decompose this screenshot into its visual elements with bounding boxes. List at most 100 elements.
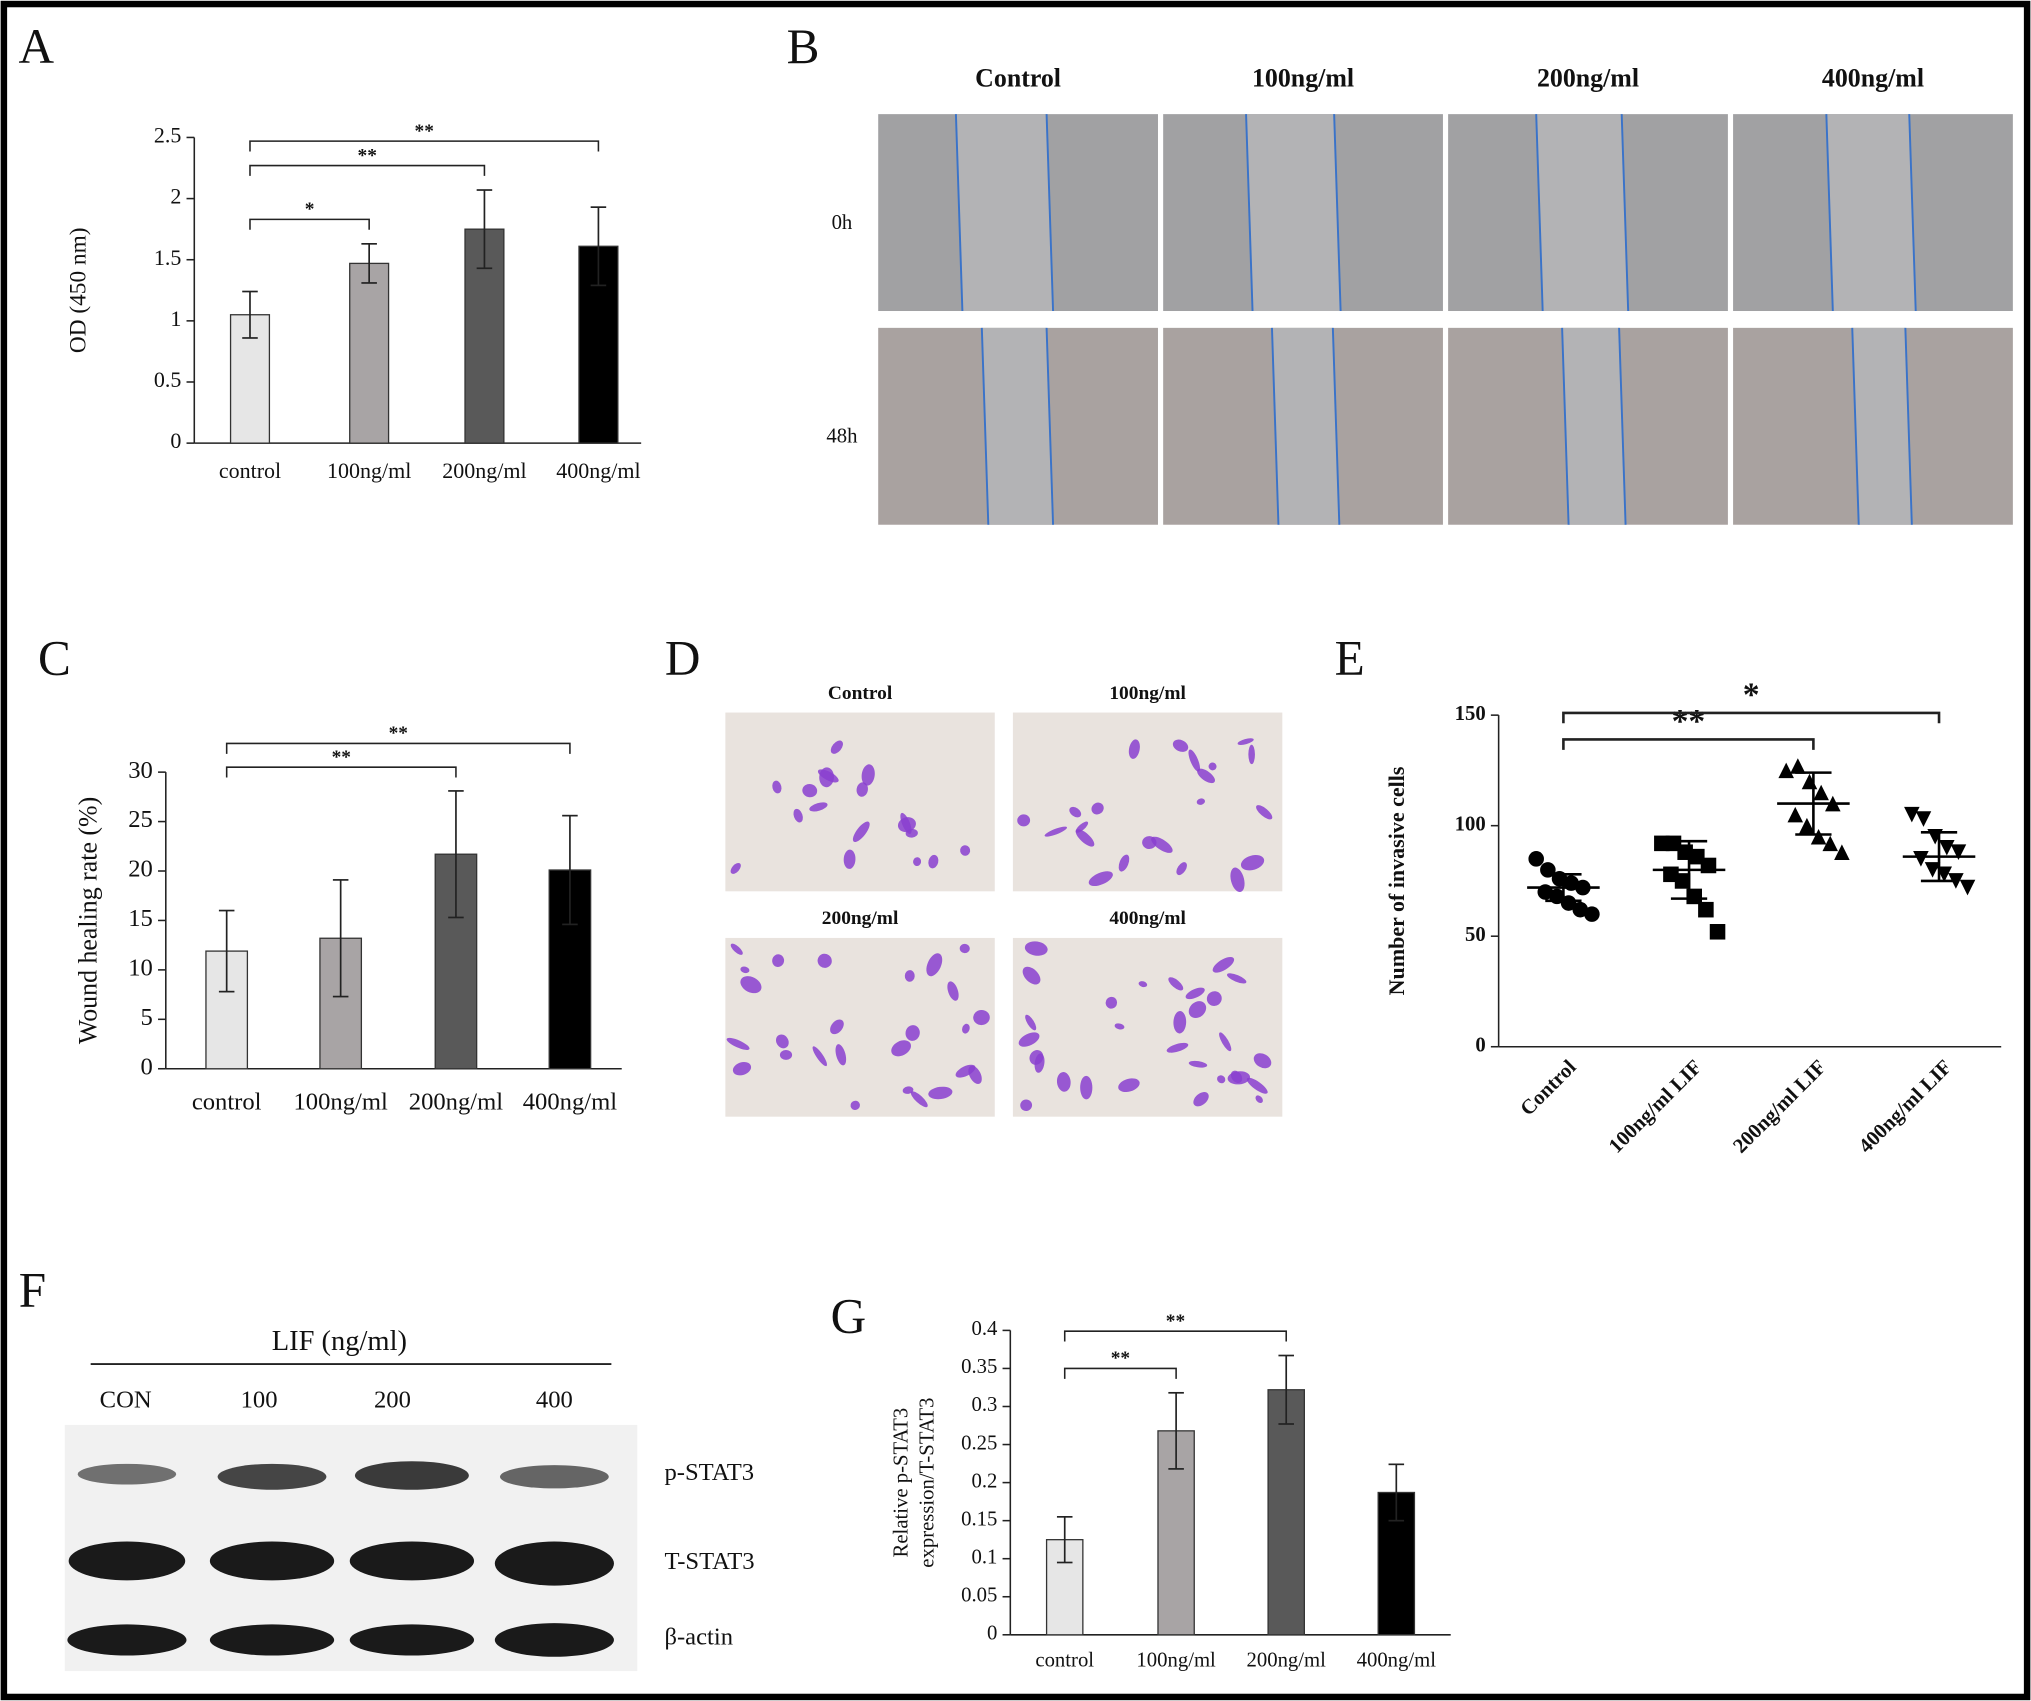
- cell: [1176, 862, 1187, 876]
- y-tick-label: 0: [170, 428, 181, 453]
- cell: [740, 976, 762, 994]
- point: [1924, 862, 1941, 878]
- point: [1904, 806, 1920, 823]
- panel-label: G: [831, 1289, 867, 1344]
- cell: [1256, 805, 1273, 820]
- significance-bracket: [225, 742, 571, 754]
- cell: [1022, 966, 1041, 985]
- point: [1810, 828, 1827, 845]
- significance-bracket: [1562, 738, 1815, 750]
- significance-label: **: [1111, 1348, 1130, 1369]
- cell: [1188, 1060, 1208, 1068]
- wound-gap: [1562, 327, 1626, 525]
- y-axis-label: OD (450 nm): [66, 228, 92, 354]
- y-tick-label: 1.5: [154, 245, 181, 270]
- significance-bracket: [249, 218, 370, 230]
- cell: [1227, 1071, 1251, 1085]
- image-label: 200ng/ml: [822, 908, 899, 929]
- cell: [850, 1100, 860, 1110]
- wound-gap: [1246, 114, 1341, 312]
- point: [1584, 906, 1600, 922]
- point: [1834, 844, 1850, 860]
- wound-edge: [1618, 327, 1627, 525]
- point: [1799, 817, 1815, 834]
- x-tick-label: 400ng/ml: [1357, 1650, 1437, 1672]
- cell: [1217, 1075, 1226, 1084]
- cell: [1018, 1032, 1040, 1047]
- wound-gap: [981, 327, 1054, 525]
- cell: [959, 943, 970, 954]
- cell: [817, 953, 832, 968]
- significance-bracket: [1063, 1367, 1177, 1379]
- cell: [1246, 1077, 1268, 1094]
- cell: [1075, 821, 1089, 833]
- row-label: 48h: [826, 426, 858, 448]
- cell: [856, 782, 868, 797]
- cell: [1017, 814, 1031, 827]
- cell: [1024, 941, 1048, 956]
- cell: [793, 808, 803, 823]
- cell: [830, 1019, 844, 1035]
- point: [1698, 901, 1714, 918]
- cell: [1253, 1053, 1272, 1069]
- wound-edge: [1904, 327, 1913, 525]
- cell: [905, 1025, 920, 1041]
- wound-edge: [1270, 327, 1280, 525]
- cell: [1206, 991, 1222, 1006]
- cell: [779, 1049, 793, 1060]
- cell: [1034, 1053, 1045, 1073]
- cell: [960, 845, 971, 856]
- column-label: 100ng/ml: [1252, 63, 1354, 92]
- significance-label: **: [1672, 703, 1706, 740]
- cell: [1118, 1078, 1140, 1093]
- significance-label: **: [415, 121, 434, 142]
- cell: [775, 1034, 789, 1049]
- cell: [1088, 871, 1113, 887]
- cell: [1188, 1001, 1207, 1019]
- cell: [1230, 867, 1245, 893]
- cell: [1069, 806, 1082, 818]
- cell: [1138, 981, 1148, 988]
- x-tick-label: 100ng/ml: [1136, 1650, 1216, 1672]
- cell: [726, 1037, 750, 1050]
- y-tick-label: 20: [128, 856, 153, 883]
- cell: [1151, 836, 1173, 853]
- significance-label: **: [332, 747, 351, 768]
- x-tick-label: 400ng/ml: [556, 458, 640, 483]
- cell: [772, 780, 782, 794]
- cell: [1056, 1072, 1071, 1092]
- column-label: Control: [975, 63, 1061, 92]
- y-tick-label: 50: [1465, 924, 1486, 946]
- point: [1709, 924, 1726, 940]
- significance-label: **: [1166, 1311, 1185, 1332]
- x-tick-label: 200ng/ml: [1246, 1650, 1326, 1672]
- cell: [835, 1044, 847, 1066]
- point: [1959, 879, 1976, 896]
- wound-edge: [1851, 327, 1860, 525]
- cell: [1212, 957, 1235, 973]
- wound-edge: [1620, 114, 1630, 312]
- cell: [1025, 1014, 1037, 1031]
- point: [1950, 844, 1967, 860]
- y-tick-label: 0: [1475, 1034, 1485, 1056]
- band: [349, 1541, 475, 1581]
- cell: [809, 802, 828, 812]
- y-axis-label: Wound healing rate (%): [74, 797, 103, 1044]
- cell: [910, 1091, 928, 1108]
- cell: [830, 740, 843, 754]
- x-tick-label: 100ng/ml: [293, 1088, 388, 1115]
- image-label: 400ng/ml: [1109, 908, 1186, 929]
- y-tick-label: 0: [987, 1623, 997, 1645]
- significance-bracket: [1063, 1330, 1287, 1342]
- point: [1939, 840, 1955, 856]
- band-label: T-STAT3: [664, 1548, 754, 1575]
- y-tick-label: 0.4: [971, 1318, 998, 1340]
- significance-bracket: [225, 766, 457, 778]
- band: [209, 1541, 335, 1581]
- significance-label: **: [389, 723, 408, 744]
- wound-edge: [1561, 327, 1570, 525]
- cell: [1188, 749, 1201, 772]
- y-tick-label: 0.5: [154, 367, 181, 392]
